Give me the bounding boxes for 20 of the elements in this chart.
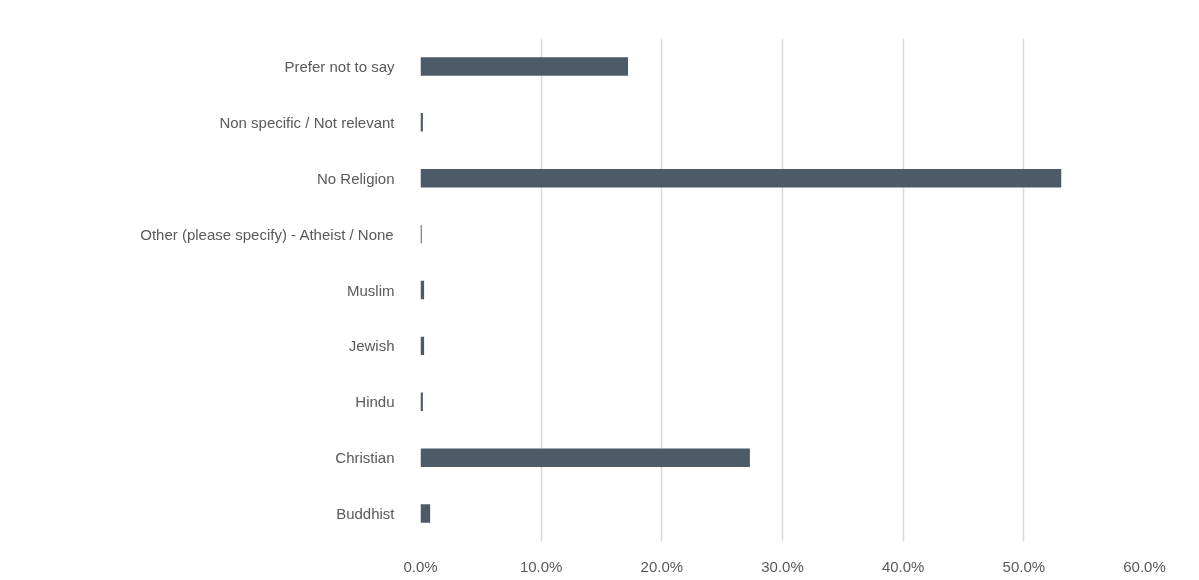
x-tick-label: 0.0%	[403, 557, 438, 575]
y-tick-label: Prefer not to say	[284, 57, 395, 75]
y-tick-label: No Religion	[316, 169, 395, 187]
bar	[420, 169, 1062, 188]
y-tick-label: Other (please specify) - Atheist / None	[140, 225, 394, 243]
x-tick-label: 60.0%	[1123, 557, 1166, 575]
y-tick-label: Buddhist	[336, 505, 396, 523]
x-tick-label: 20.0%	[640, 557, 684, 575]
x-tick-label: 30.0%	[761, 557, 804, 575]
x-tick-label: 40.0%	[881, 557, 925, 575]
x-tick-label: 50.0%	[1002, 557, 1046, 575]
y-tick-label: Jewish	[348, 337, 395, 355]
bar	[420, 504, 431, 523]
y-tick-label: Christian	[335, 449, 395, 467]
y-tick-label: Muslim	[347, 281, 395, 299]
bar	[420, 448, 750, 467]
y-tick-label: Hindu	[355, 393, 395, 411]
bar	[420, 57, 629, 76]
x-tick-label: 10.0%	[519, 557, 563, 575]
y-tick-label: Non specific / Not relevant	[219, 113, 396, 131]
